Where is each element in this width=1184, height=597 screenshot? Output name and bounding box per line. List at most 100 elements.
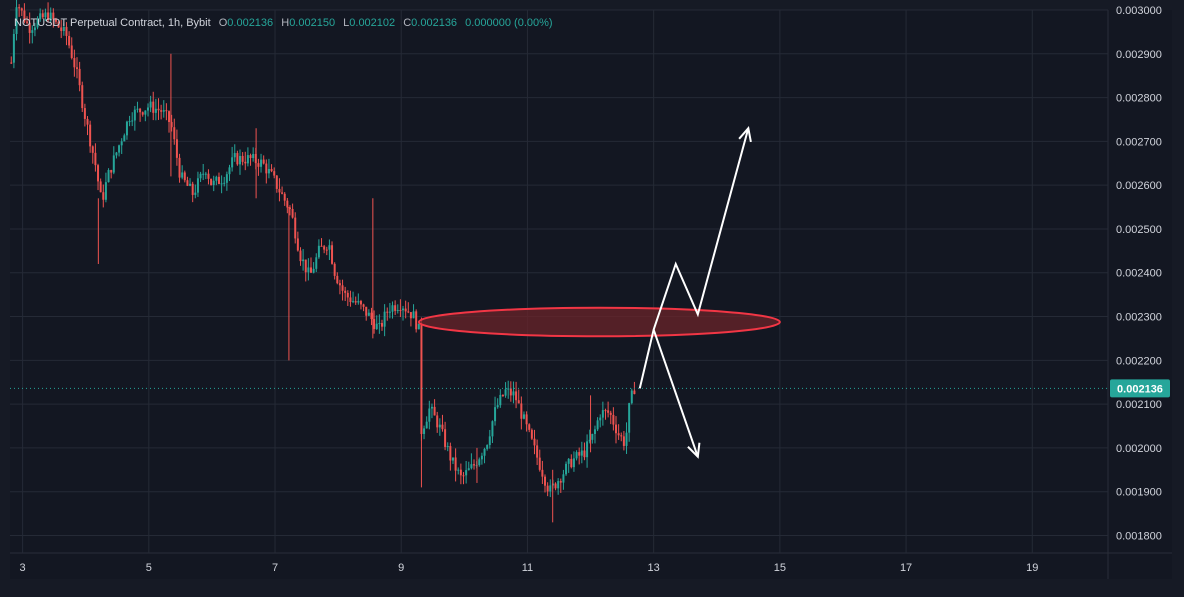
candle-up bbox=[628, 403, 631, 433]
candle-up bbox=[44, 12, 47, 18]
candle-up bbox=[204, 173, 207, 175]
candle-up bbox=[154, 108, 157, 113]
candle-down bbox=[73, 58, 76, 68]
candle-down bbox=[157, 108, 160, 111]
candle-down bbox=[291, 208, 294, 218]
candle-down bbox=[380, 323, 383, 327]
candle-down bbox=[604, 410, 607, 412]
candle-down bbox=[620, 435, 623, 437]
candle-down bbox=[578, 452, 581, 456]
plot-area[interactable] bbox=[10, 10, 1108, 553]
candle-up bbox=[357, 301, 360, 303]
candle-down bbox=[20, 8, 23, 11]
candle-down bbox=[249, 155, 252, 159]
candle-down bbox=[26, 21, 29, 23]
candle-up bbox=[15, 7, 18, 34]
candle-down bbox=[559, 481, 562, 483]
candle-up bbox=[133, 109, 136, 121]
candle-up bbox=[565, 463, 568, 475]
candle-up bbox=[483, 448, 486, 456]
y-tick-label: 0.002900 bbox=[1116, 49, 1162, 61]
candle-up bbox=[512, 391, 515, 396]
candle-down bbox=[165, 110, 168, 112]
candle-down bbox=[257, 163, 260, 167]
candle-up bbox=[457, 469, 460, 471]
candle-up bbox=[430, 406, 433, 409]
projection-up-path[interactable] bbox=[638, 127, 750, 389]
candle-down bbox=[525, 414, 528, 425]
candle-down bbox=[178, 157, 181, 178]
candle-up bbox=[62, 26, 65, 31]
candle-up bbox=[507, 388, 510, 390]
candle-down bbox=[436, 415, 439, 428]
candle-down bbox=[441, 424, 444, 430]
candle-down bbox=[68, 35, 71, 46]
last-price-tag bbox=[1110, 379, 1170, 398]
x-tick-label: 15 bbox=[774, 562, 786, 574]
candle-down bbox=[10, 62, 13, 64]
candle-down bbox=[407, 311, 410, 313]
candle-down bbox=[546, 485, 549, 492]
time-axis[interactable] bbox=[10, 553, 1172, 579]
candle-up bbox=[522, 414, 525, 419]
candle-up bbox=[125, 121, 128, 136]
candle-up bbox=[557, 481, 560, 489]
candle-down bbox=[102, 192, 105, 200]
change-value: 0.000000 (0.00%) bbox=[465, 17, 553, 29]
candle-down bbox=[617, 433, 620, 436]
candle-up bbox=[223, 182, 226, 184]
last-price-tag-label: 0.002136 bbox=[1117, 383, 1163, 395]
candle-up bbox=[302, 259, 305, 262]
y-tick-label: 0.002500 bbox=[1116, 224, 1162, 236]
candle-up bbox=[136, 108, 139, 110]
projection-down-path[interactable] bbox=[652, 329, 699, 457]
x-tick-label: 19 bbox=[1026, 562, 1038, 574]
candle-up bbox=[591, 433, 594, 440]
candle-down bbox=[399, 309, 402, 311]
candle-down bbox=[265, 163, 268, 174]
candle-up bbox=[417, 323, 420, 330]
candle-down bbox=[415, 311, 418, 330]
candle-up bbox=[112, 155, 115, 173]
candle-up bbox=[572, 458, 575, 468]
price-axis[interactable] bbox=[1108, 10, 1172, 553]
y-tick-label: 0.002400 bbox=[1116, 268, 1162, 280]
candle-down bbox=[333, 263, 336, 276]
candle-down bbox=[344, 290, 347, 293]
candle-down bbox=[515, 391, 518, 401]
candle-up bbox=[231, 157, 234, 168]
candle-down bbox=[299, 250, 302, 262]
candle-up bbox=[49, 12, 52, 21]
candle-down bbox=[533, 438, 536, 446]
candle-down bbox=[286, 200, 289, 208]
candle-up bbox=[378, 323, 381, 325]
candle-down bbox=[47, 12, 50, 21]
y-tick-label: 0.002000 bbox=[1116, 443, 1162, 455]
candle-up bbox=[478, 459, 481, 466]
candle-up bbox=[131, 120, 134, 122]
candle-down bbox=[454, 457, 457, 471]
candle-down bbox=[270, 168, 273, 172]
x-tick-label: 17 bbox=[900, 562, 912, 574]
candle-down bbox=[83, 108, 86, 119]
candle-down bbox=[433, 406, 436, 416]
candle-up bbox=[388, 311, 391, 313]
candle-down bbox=[278, 188, 281, 193]
candle-down bbox=[175, 139, 178, 158]
resistance-zone-ellipse[interactable] bbox=[417, 306, 781, 338]
candle-down bbox=[89, 124, 92, 147]
candle-up bbox=[228, 167, 231, 175]
candle-down bbox=[336, 275, 339, 284]
candle-down bbox=[386, 311, 389, 313]
candle-up bbox=[212, 180, 215, 186]
candle-down bbox=[283, 193, 286, 201]
candle-down bbox=[97, 165, 100, 182]
candle-up bbox=[438, 424, 441, 428]
symbol-title: NOTUSDT Perpetual Contract, 1h, Bybit bbox=[14, 17, 211, 29]
candle-down bbox=[541, 469, 544, 477]
candle-down bbox=[331, 245, 334, 264]
candle-up bbox=[486, 445, 489, 449]
x-tick-label: 5 bbox=[146, 562, 152, 574]
